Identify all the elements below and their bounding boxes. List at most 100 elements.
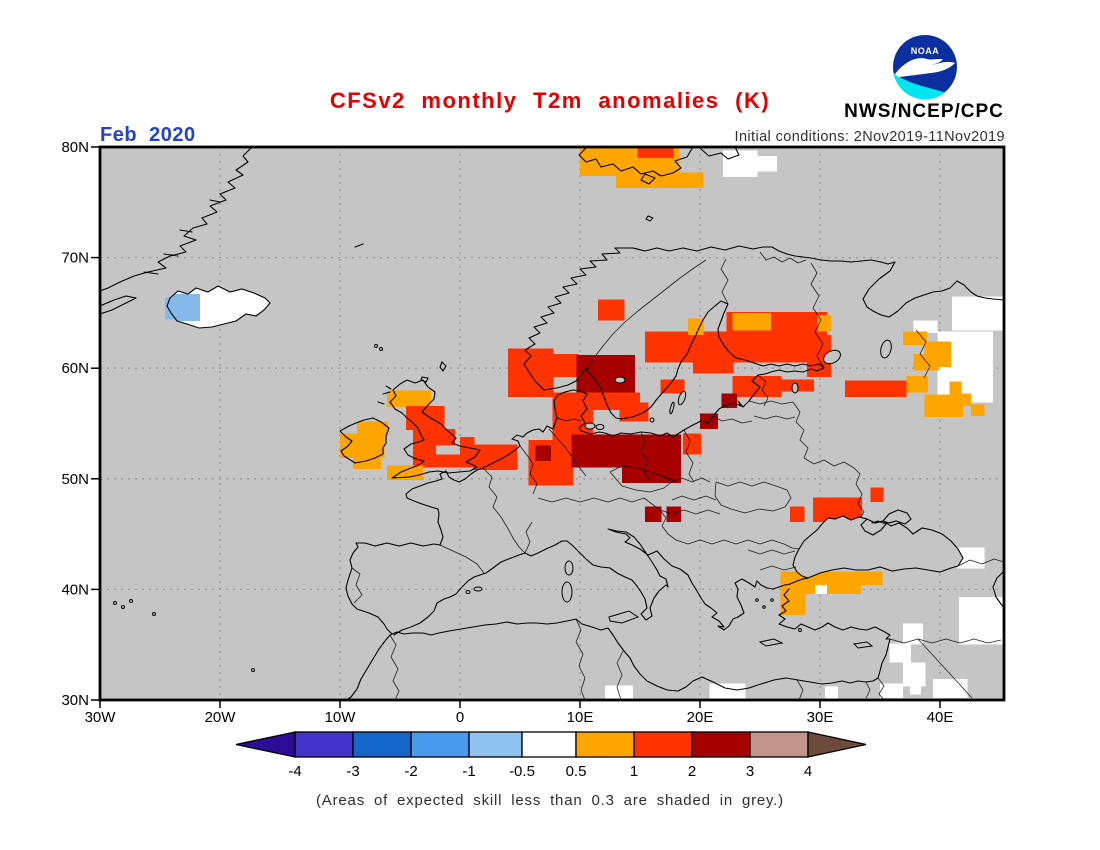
country-borders (351, 251, 1004, 700)
lat-tick-label: 40N (61, 581, 89, 598)
anomaly-cell (434, 454, 475, 468)
anomaly-cell (598, 299, 625, 321)
sea-of-azov (882, 509, 912, 525)
cyprus-island (852, 641, 874, 649)
colorbar-tick-label: -2 (404, 763, 417, 780)
africa-levant-coast (345, 588, 891, 700)
anomaly-cell (880, 683, 903, 698)
anomaly-cell (902, 662, 926, 687)
ibiza-island (465, 590, 471, 594)
anomaly-cell (576, 354, 636, 393)
crete-island (758, 638, 784, 647)
lat-tick-label: 50N (61, 471, 89, 488)
colorbar-right-arrow (807, 731, 867, 758)
colorbar-segment (575, 731, 635, 758)
lake-vanern (614, 376, 626, 384)
anomaly-cell (666, 506, 681, 522)
lon-tick-label: 10E (567, 709, 594, 726)
rhodes-island (798, 628, 802, 632)
page-title: CFSv2 monthly T2m anomalies (K) (329, 88, 771, 113)
colorbar-tick-label: -1 (462, 763, 475, 780)
lon-tick-label: 0 (456, 709, 464, 726)
skill-caption: (Areas of expected skill less than 0.3 a… (316, 792, 784, 809)
anomaly-cell (473, 444, 518, 470)
lake-ladoga (823, 349, 841, 365)
azores-island (113, 601, 117, 605)
anomaly-cell (960, 393, 972, 406)
lon-tick-label: 30E (807, 709, 834, 726)
colorbar-tick-label: -4 (288, 763, 301, 780)
anomaly-cell (692, 356, 734, 374)
anomaly-cell (952, 296, 1004, 331)
anomaly-cell (535, 445, 552, 462)
continental-coast (345, 245, 1004, 635)
colorbar-tick-label: 3 (746, 763, 754, 780)
faroe-island (379, 347, 383, 351)
anomaly-cell (386, 390, 432, 407)
anomaly-cell (571, 434, 681, 468)
caspian-coast (992, 570, 1004, 609)
lon-tick-label: 30W (85, 709, 117, 726)
anomaly-cell (932, 678, 968, 698)
anomaly-cell (637, 147, 674, 159)
anomaly-cell (616, 172, 704, 188)
anomaly-cell (780, 571, 861, 594)
anomaly-cell (959, 597, 1004, 645)
lon-tick-label: 10W (325, 709, 357, 726)
corsica-island (564, 560, 574, 576)
anomaly-cell (870, 487, 884, 503)
colorbar-tick-label: 0.5 (566, 763, 587, 780)
oland-island (669, 401, 675, 415)
anomaly-cell (688, 318, 704, 336)
noaa-logo-wave (893, 73, 945, 100)
sicily-island (608, 610, 640, 624)
jan-mayen-island (354, 243, 364, 248)
anomaly-cell (815, 584, 828, 594)
colorbar-segment (633, 731, 693, 758)
gotland-island (677, 390, 687, 406)
colorbar-tick-label: 4 (804, 763, 812, 780)
noaa-logo-icon: NOAA (893, 35, 957, 100)
lon-tick-label: 20E (687, 709, 714, 726)
anomaly-cell (721, 393, 738, 409)
anomaly-cell (413, 444, 436, 468)
anomaly-cell (824, 686, 838, 700)
anomaly-cell (460, 436, 475, 456)
greenland-coast (100, 147, 253, 315)
anomaly-cell (924, 394, 963, 417)
noaa-logo-text: NOAA (911, 46, 940, 56)
initial-conditions-label: Initial conditions: 2Nov2019-11Nov2019 (734, 129, 1005, 145)
noaa-logo-bird-icon (895, 58, 955, 77)
colorbar-tick-label: 1 (630, 763, 638, 780)
anomaly-cell (660, 379, 685, 394)
lake-onega (880, 339, 892, 359)
canary-island (251, 668, 255, 672)
colorbar-tick-label: 2 (688, 763, 696, 780)
anomaly-cell (722, 150, 758, 177)
mallorca-island (473, 586, 483, 592)
anomaly-cell (910, 681, 921, 695)
bornholm-island (649, 417, 655, 423)
anomaly-cell (732, 312, 771, 331)
anomaly-cell (906, 375, 928, 393)
svalbard-coast (578, 147, 740, 222)
lat-tick-label: 30N (61, 692, 89, 709)
faroe-island (374, 344, 378, 348)
madeira-island (152, 612, 156, 616)
aegean-island (770, 598, 774, 602)
map-frame (98, 145, 1006, 702)
ireland-coast (339, 417, 390, 464)
iceland-coast (166, 285, 271, 329)
anomaly-cell (644, 506, 662, 522)
azores-island (129, 599, 133, 603)
anomaly-cell (552, 353, 579, 378)
lat-tick-label: 60N (61, 360, 89, 377)
aegean-island (755, 598, 759, 602)
colorbar-tick-label: -0.5 (509, 763, 535, 780)
anomaly-cell (913, 320, 938, 333)
org-label: NWS/NCEP/CPC (844, 101, 1004, 122)
anomaly-cell (683, 433, 702, 455)
azores-island (121, 605, 125, 609)
